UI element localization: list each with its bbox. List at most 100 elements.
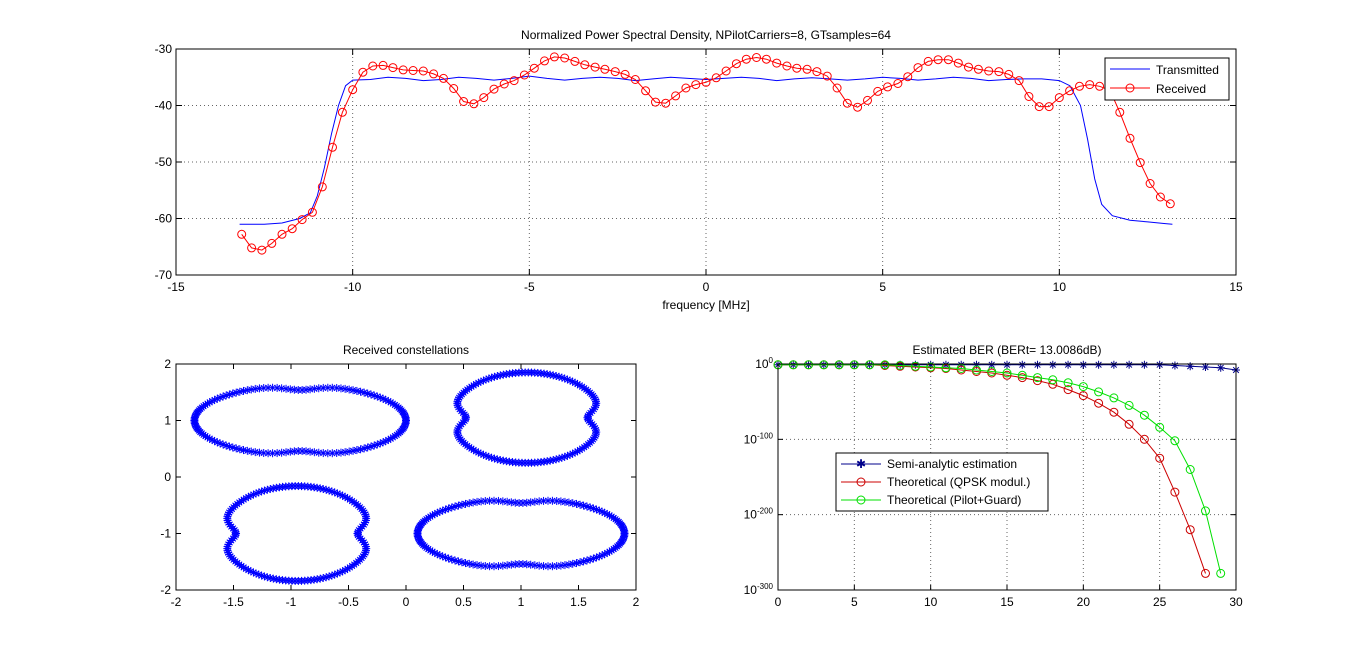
psd-point-received [358, 67, 368, 77]
constellation-x-tick-label: 1.5 [570, 595, 587, 609]
ber-legend-marker-semi: ✱ [856, 457, 866, 471]
ber-legend-label-qpsk: Theoretical (QPSK modul.) [887, 475, 1030, 489]
ber-y-tick-label: 10-100 [744, 431, 774, 446]
psd-point-received [337, 107, 347, 117]
psd-point-received [439, 73, 448, 83]
ber-point-pilot [1094, 387, 1104, 397]
constellation-point [530, 497, 539, 506]
ber-point-semi [1079, 360, 1088, 369]
psd-point-received [1095, 81, 1105, 91]
psd-legend-label-transmitted: Transmitted [1156, 63, 1219, 77]
constellation-point [556, 561, 565, 570]
constellation-series [190, 368, 629, 585]
ber-point-semi [1140, 360, 1149, 369]
psd-point-received [772, 58, 782, 68]
ber-point-semi [1094, 360, 1103, 369]
psd-point-received [378, 60, 388, 70]
psd-point-received [701, 77, 711, 87]
ber-series [773, 360, 1240, 578]
constellation-x-tick-label: -1.5 [223, 595, 244, 609]
ber-x-tick-label: 10 [924, 595, 938, 609]
psd-point-received [953, 58, 963, 68]
ber-point-pilot [1048, 375, 1058, 385]
ber-point-qpsk [1124, 419, 1134, 429]
psd-point-received [1044, 102, 1054, 112]
constellation-point [503, 561, 512, 570]
ber-point-semi [1003, 360, 1011, 369]
psd-legend-marker-received [1125, 83, 1135, 93]
psd-point-received [984, 66, 994, 76]
ber-x-tick-label: 25 [1153, 595, 1167, 609]
psd-y-tick-label: -50 [155, 155, 173, 169]
ber-line-pilot [778, 364, 1222, 574]
constellation-point [474, 378, 483, 387]
psd-point-received [651, 97, 660, 107]
constellation-point [255, 384, 264, 393]
psd-point-received [641, 86, 651, 96]
psd-point-received [691, 80, 701, 90]
constellation-y-tick-label: 1 [164, 414, 171, 428]
constellation-point [473, 497, 482, 506]
psd-point-received [620, 69, 630, 79]
psd-point-received [297, 215, 307, 225]
psd-point-received [519, 70, 529, 80]
constellation-x-tick-label: 2 [633, 595, 640, 609]
psd-point-received [237, 229, 247, 239]
ber-point-pilot [1155, 422, 1165, 432]
ber-point-qpsk [1109, 407, 1119, 417]
psd-point-received [661, 98, 671, 108]
constellation-point [473, 561, 482, 570]
constellation-x-tick-label: -0.5 [338, 595, 359, 609]
constellation-y-tick-label: -1 [160, 527, 171, 541]
psd-x-tick-label: 15 [1229, 280, 1243, 294]
ber-point-pilot [819, 360, 829, 370]
psd-y-tick-label: -70 [155, 268, 173, 282]
ber-legend-label-pilot: Theoretical (Pilot+Guard) [887, 493, 1021, 507]
psd-point-received [1115, 107, 1125, 117]
constellation-point [620, 530, 629, 539]
psd-point-received [1085, 80, 1095, 90]
constellation-point [477, 497, 486, 506]
psd-point-received [973, 64, 983, 74]
ber-point-pilot [1033, 373, 1042, 383]
psd-point-received [671, 91, 681, 101]
ber-point-pilot [1109, 393, 1119, 403]
psd-point-received [1075, 81, 1084, 91]
psd-point-received [1054, 93, 1064, 103]
psd-grid [176, 49, 1236, 275]
psd-point-received [368, 61, 378, 71]
psd-x-tick-label: -5 [524, 280, 535, 294]
constellation-y-tick-label: -2 [160, 583, 171, 597]
psd-point-received [792, 63, 802, 73]
ber-point-semi [1064, 360, 1073, 369]
psd-point-received [913, 63, 923, 73]
psd-point-received [489, 84, 499, 94]
psd-point-received [1155, 192, 1165, 202]
ber-point-pilot [1063, 378, 1073, 388]
psd-point-received [842, 98, 852, 108]
ber-point-pilot [1002, 368, 1012, 378]
psd-point-received [257, 245, 267, 255]
ber-legend-label-semi: Semi-analytic estimation [887, 457, 1017, 471]
ber-point-qpsk [1094, 398, 1104, 408]
ber-point-pilot [788, 360, 798, 370]
ber-point-pilot [1139, 410, 1149, 420]
psd-y-tick-label: -60 [155, 212, 173, 226]
constellation-point [286, 385, 295, 394]
ber-point-semi [1018, 360, 1027, 369]
psd-x-tick-label: 10 [1053, 280, 1067, 294]
psd-point-received [277, 229, 287, 239]
ber-point-qpsk [1033, 376, 1042, 386]
psd-point-received [1145, 179, 1155, 188]
psd-point-received [822, 71, 832, 81]
ber-point-semi [1048, 360, 1057, 369]
ber-point-qpsk [1185, 525, 1195, 535]
psd-point-received [600, 64, 610, 74]
ber-legend-marker-qpsk [856, 477, 866, 487]
psd-point-received [802, 64, 812, 74]
psd-title: Normalized Power Spectral Density, NPilo… [521, 28, 891, 42]
psd-point-received [408, 66, 418, 75]
psd-point-received [761, 54, 771, 64]
psd-point-received [681, 83, 691, 93]
